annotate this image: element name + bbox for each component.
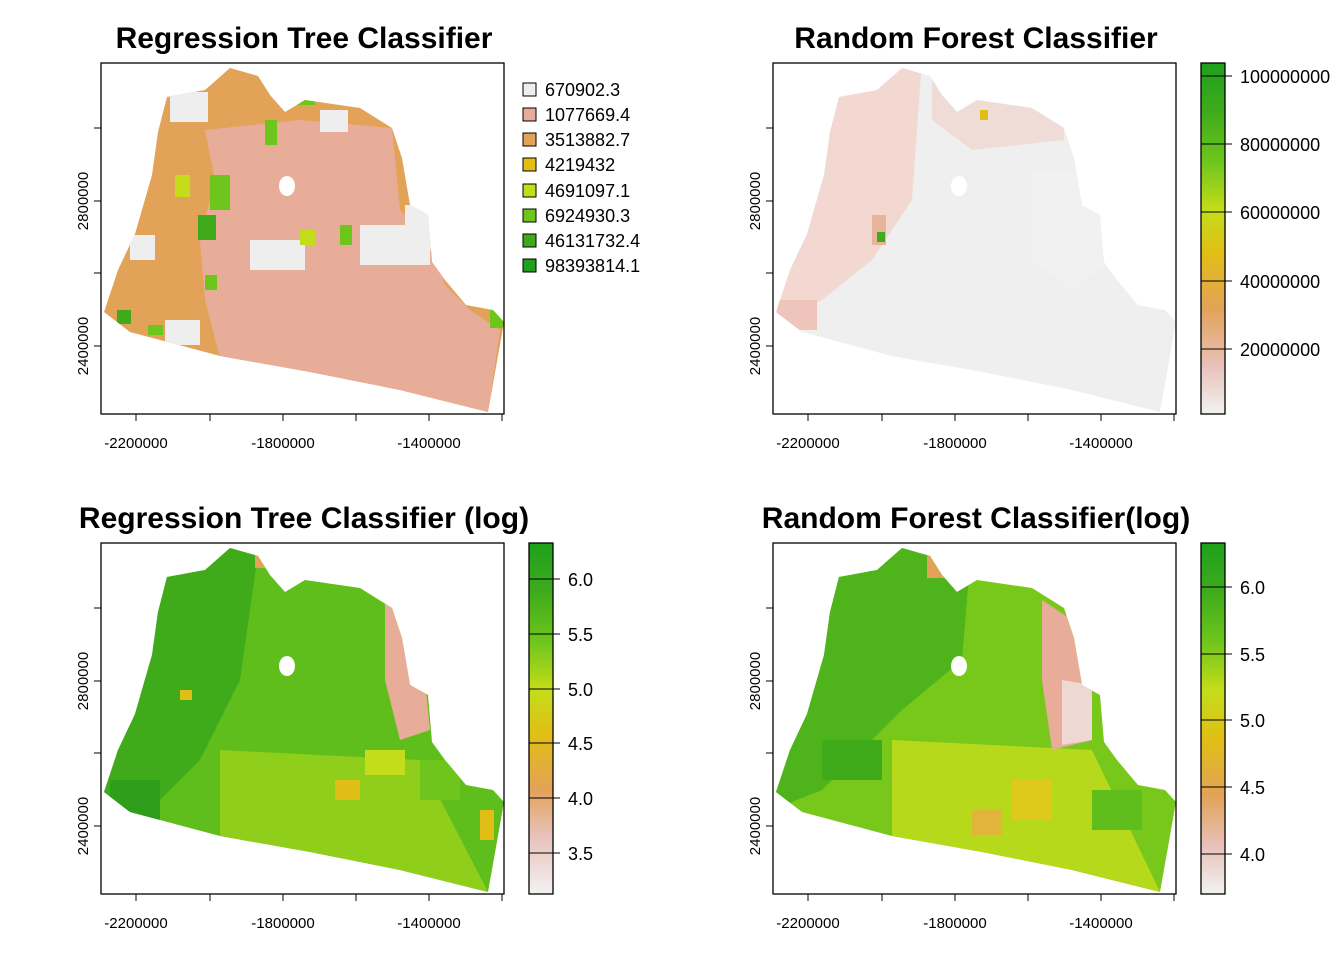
plot-frame — [100, 542, 505, 895]
categorical-legend: 670902.3 1077669.4 3513882.7 4219432 469… — [522, 80, 640, 276]
colorbar-tick-label: 5.0 — [1240, 711, 1265, 731]
x-axis — [807, 414, 1175, 421]
x-tick-label: -2200000 — [104, 915, 167, 932]
colorbar-tick-label: 4.0 — [568, 789, 593, 809]
colorbar-gradient — [1200, 62, 1226, 415]
x-tick-label: -1800000 — [923, 915, 986, 932]
y-tick-label: 2800000 — [75, 172, 92, 230]
colorbar: 6.0 5.5 5.0 4.5 4.0 — [1200, 542, 1265, 895]
legend-swatch — [522, 208, 537, 223]
legend-label: 3513882.7 — [545, 130, 630, 150]
y-tick-label: 2400000 — [75, 317, 92, 375]
panel-title: Regression Tree Classifier — [116, 22, 493, 55]
colorbar-tick-label: 80000000 — [1240, 135, 1320, 155]
plot-frame — [100, 62, 505, 415]
colorbar-tick-label: 5.0 — [568, 680, 593, 700]
legend-label: 4691097.1 — [545, 181, 630, 201]
panel-title: Regression Tree Classifier (log) — [79, 502, 529, 535]
y-tick-label: 2400000 — [747, 797, 764, 855]
y-tick-label: 2800000 — [747, 172, 764, 230]
legend-swatch — [522, 258, 537, 273]
x-tick-label: -1400000 — [1069, 435, 1132, 452]
legend-swatch — [522, 82, 537, 97]
colorbar-gradient — [1200, 542, 1226, 895]
raster-map — [776, 548, 1176, 892]
x-tick-label: -1800000 — [251, 915, 314, 932]
colorbar: 100000000 80000000 60000000 40000000 200… — [1200, 62, 1330, 415]
panel-random-forest: Random Forest Classifier -2200000 -18000… — [747, 22, 1330, 452]
legend-label: 98393814.1 — [545, 256, 640, 276]
colorbar-tick-label: 40000000 — [1240, 272, 1320, 292]
x-axis — [807, 894, 1175, 901]
legend-label: 46131732.4 — [545, 231, 640, 251]
y-tick-label: 2800000 — [75, 652, 92, 710]
y-tick-label: 2400000 — [75, 797, 92, 855]
colorbar-tick-label: 20000000 — [1240, 340, 1320, 360]
colorbar-tick-label: 5.5 — [1240, 645, 1265, 665]
legend-swatch — [522, 157, 537, 172]
colorbar-tick-label: 3.5 — [568, 844, 593, 864]
x-tick-label: -2200000 — [776, 435, 839, 452]
colorbar-tick-label: 4.5 — [568, 734, 593, 754]
colorbar-gradient — [528, 542, 554, 895]
legend-label: 4219432 — [545, 155, 615, 175]
panel-title: Random Forest Classifier(log) — [762, 502, 1190, 535]
y-tick-label: 2800000 — [747, 652, 764, 710]
legend-swatch — [522, 132, 537, 147]
x-axis — [135, 894, 503, 901]
y-axis — [766, 127, 773, 347]
colorbar-tick-label: 4.0 — [1240, 845, 1265, 865]
raster-map — [104, 548, 504, 892]
colorbar-tick-label: 6.0 — [1240, 578, 1265, 598]
plot-frame — [772, 62, 1177, 415]
x-axis — [135, 414, 503, 421]
legend-label: 670902.3 — [545, 80, 620, 100]
colorbar-tick-label: 60000000 — [1240, 203, 1320, 223]
colorbar-tick-label: 100000000 — [1240, 67, 1330, 87]
raster-map — [776, 68, 1176, 412]
colorbar-tick-label: 4.5 — [1240, 778, 1265, 798]
colorbar-tick-label: 5.5 — [568, 625, 593, 645]
x-tick-label: -1800000 — [251, 435, 314, 452]
x-tick-label: -1400000 — [1069, 915, 1132, 932]
y-tick-label: 2400000 — [747, 317, 764, 375]
panel-regression-tree-log: Regression Tree Classifier (log) — [75, 502, 593, 932]
panel-title: Random Forest Classifier — [794, 22, 1158, 55]
legend-swatch — [522, 233, 537, 248]
legend-label: 6924930.3 — [545, 206, 630, 226]
panel-regression-tree: Regression Tree Classifier — [75, 22, 640, 452]
plot-frame — [772, 542, 1177, 895]
x-tick-label: -2200000 — [776, 915, 839, 932]
x-tick-label: -1400000 — [397, 435, 460, 452]
colorbar: 6.0 5.5 5.0 4.5 4.0 3.5 — [528, 542, 593, 895]
legend-swatch — [522, 107, 537, 122]
x-tick-label: -1800000 — [923, 435, 986, 452]
x-tick-label: -1400000 — [397, 915, 460, 932]
x-tick-label: -2200000 — [104, 435, 167, 452]
legend-swatch — [522, 183, 537, 198]
y-axis — [94, 127, 101, 347]
colorbar-tick-label: 6.0 — [568, 570, 593, 590]
y-axis — [94, 607, 101, 827]
legend-label: 1077669.4 — [545, 105, 630, 125]
raster-map — [104, 68, 504, 412]
panel-random-forest-log: Random Forest Classifier(log) -2200000 — [747, 502, 1265, 932]
y-axis — [766, 607, 773, 827]
